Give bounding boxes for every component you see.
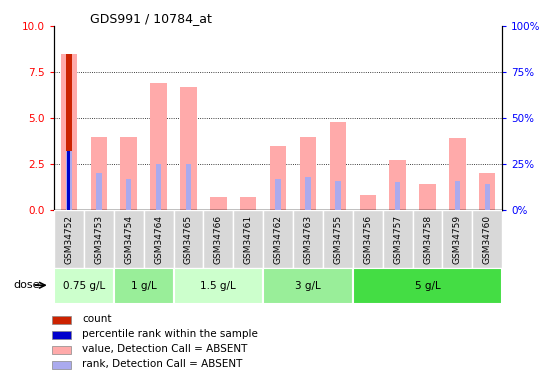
Bar [449, 138, 465, 210]
FancyBboxPatch shape [323, 210, 353, 268]
Text: 0.75 g/L: 0.75 g/L [63, 281, 105, 291]
Bar [300, 136, 316, 210]
Text: GSM34766: GSM34766 [214, 214, 223, 264]
Text: count: count [82, 314, 112, 324]
FancyBboxPatch shape [263, 210, 293, 268]
FancyBboxPatch shape [54, 210, 84, 268]
FancyBboxPatch shape [173, 210, 204, 268]
Text: 5 g/L: 5 g/L [415, 281, 441, 291]
FancyBboxPatch shape [144, 210, 173, 268]
Text: GSM34760: GSM34760 [483, 214, 492, 264]
Bar [360, 195, 376, 210]
FancyBboxPatch shape [383, 210, 413, 268]
Bar [395, 183, 400, 210]
FancyBboxPatch shape [263, 268, 353, 304]
Text: GSM34761: GSM34761 [244, 214, 253, 264]
Bar [484, 184, 490, 210]
Text: rank, Detection Call = ABSENT: rank, Detection Call = ABSENT [82, 359, 242, 369]
Bar [275, 179, 281, 210]
FancyBboxPatch shape [233, 210, 263, 268]
Bar [66, 54, 72, 210]
Bar [186, 164, 191, 210]
Bar [60, 54, 77, 210]
Text: value, Detection Call = ABSENT: value, Detection Call = ABSENT [82, 344, 247, 354]
Text: GDS991 / 10784_at: GDS991 / 10784_at [90, 12, 212, 25]
Text: GSM34764: GSM34764 [154, 214, 163, 264]
FancyBboxPatch shape [173, 268, 263, 304]
FancyBboxPatch shape [114, 210, 144, 268]
Bar [52, 331, 71, 339]
Text: GSM34755: GSM34755 [333, 214, 342, 264]
Bar [91, 136, 107, 210]
FancyBboxPatch shape [353, 268, 502, 304]
Bar [455, 181, 460, 210]
Bar [52, 361, 71, 369]
Bar [150, 83, 167, 210]
Bar [210, 197, 227, 210]
Text: GSM34753: GSM34753 [94, 214, 103, 264]
Bar [120, 136, 137, 210]
Text: GSM34756: GSM34756 [363, 214, 372, 264]
Text: 1 g/L: 1 g/L [131, 281, 157, 291]
Bar [96, 173, 102, 210]
Bar [335, 181, 341, 210]
FancyBboxPatch shape [353, 210, 383, 268]
FancyBboxPatch shape [114, 268, 173, 304]
FancyBboxPatch shape [54, 268, 114, 304]
FancyBboxPatch shape [204, 210, 233, 268]
FancyBboxPatch shape [293, 210, 323, 268]
Bar [419, 184, 436, 210]
Text: 1.5 g/L: 1.5 g/L [200, 281, 236, 291]
Bar [270, 146, 286, 210]
Bar [52, 346, 71, 354]
Bar [180, 87, 197, 210]
Text: dose: dose [14, 280, 40, 290]
Bar [156, 164, 161, 210]
FancyBboxPatch shape [413, 210, 442, 268]
Text: 3 g/L: 3 g/L [295, 281, 321, 291]
Text: GSM34758: GSM34758 [423, 214, 432, 264]
Bar [68, 151, 70, 210]
Text: GSM34763: GSM34763 [303, 214, 313, 264]
Bar [479, 173, 496, 210]
Bar [240, 197, 256, 210]
Bar [389, 160, 406, 210]
FancyBboxPatch shape [84, 210, 114, 268]
Bar [329, 122, 346, 210]
Bar [126, 179, 131, 210]
Text: GSM34765: GSM34765 [184, 214, 193, 264]
FancyBboxPatch shape [442, 210, 472, 268]
Bar [66, 151, 72, 210]
Text: GSM34759: GSM34759 [453, 214, 462, 264]
Bar [305, 177, 310, 210]
Text: GSM34757: GSM34757 [393, 214, 402, 264]
Bar [52, 316, 71, 324]
Text: percentile rank within the sample: percentile rank within the sample [82, 329, 258, 339]
Text: GSM34762: GSM34762 [274, 214, 282, 264]
Text: GSM34752: GSM34752 [64, 214, 73, 264]
Text: GSM34754: GSM34754 [124, 214, 133, 264]
FancyBboxPatch shape [472, 210, 502, 268]
